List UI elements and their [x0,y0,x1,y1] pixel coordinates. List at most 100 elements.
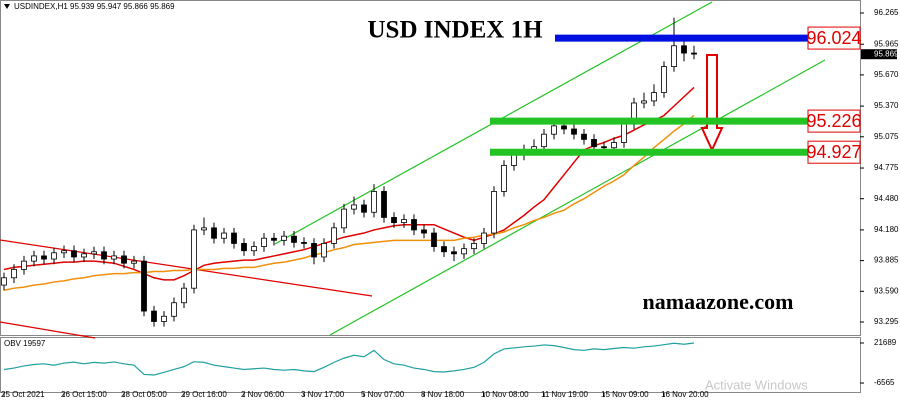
candle-body [331,227,337,244]
candle-body [131,260,137,264]
candle-body [101,251,107,260]
overlay-text: Activate Windows [705,377,808,392]
candle-body [651,92,657,102]
candle-body [161,315,167,322]
candle-body [671,45,677,67]
candle-body [371,191,377,213]
candle-body [151,310,157,322]
pane-label: OBV 19597 [4,339,46,348]
x-tick-label: 26 Oct 15:00 [61,390,107,399]
candle-body [471,243,477,250]
candle-body [111,255,117,260]
candle-body [311,243,317,258]
candle-body [51,252,57,260]
candle-body [81,253,87,258]
candle-body [91,251,97,255]
candle-body [461,248,467,255]
down-arrow [700,54,724,153]
last-price-box [861,49,897,60]
y-tick-label: 95.075 [874,132,899,141]
candle-body [421,229,427,234]
candle-body [211,227,217,239]
candle-body [611,142,617,149]
y-tick-label: 95.670 [874,70,899,79]
y-tick-label: 94.775 [874,163,899,172]
candle-body [641,100,647,104]
candle-body [231,232,237,244]
candle-body [201,227,207,231]
y-tick-label: 94.480 [874,194,899,203]
x-tick-label: 8 Nov 18:00 [421,390,465,399]
level-label: 94.927 [806,142,861,162]
y-tick-label: -6565 [874,378,895,387]
y-tick-label: 96.265 [874,8,899,17]
watermark: namaazone.com [643,289,794,314]
candle-body [291,235,297,243]
y-tick-label: 93.885 [874,256,899,265]
candle-body [551,125,557,135]
candle-body [601,146,607,149]
y-tick-label: 95.370 [874,101,899,110]
candle-body [401,219,407,224]
x-tick-label: 11 Nov 19:00 [541,390,589,399]
level-label-box [807,140,861,164]
candle-body [141,260,147,312]
obv-line [3,342,695,376]
candle-body [221,232,227,239]
candle-body [541,133,547,148]
x-tick-label: 3 Nov 17:00 [301,390,345,399]
candle-body [241,243,247,252]
y-tick-label: 93.590 [874,286,899,295]
x-tick-label: 16 Nov 20:00 [661,390,709,399]
candle-body [391,217,397,224]
dropdown-icon [4,4,10,9]
y-tick-label: 95.965 [874,39,899,48]
candle-body [591,139,597,148]
candle-body [661,66,667,93]
candle-body [191,229,197,289]
channel-lower [329,59,826,336]
candle-body [171,302,177,317]
x-tick-label: 29 Oct 16:00 [181,390,227,399]
candle-body [41,255,47,260]
last-price-label: 95.869 [874,49,899,58]
candle-body [431,232,437,247]
candle-body [271,237,277,241]
candle-body [581,133,587,140]
candle-body [71,250,77,258]
candle-body [621,123,627,143]
level-label: 96.024 [806,28,861,48]
candle-body [301,242,307,244]
x-tick-label: 2 Nov 06:00 [241,390,285,399]
candle-body [381,191,387,218]
candle-body [681,45,687,54]
candle-body [21,260,27,270]
candle-body [691,52,697,55]
x-tick-label: 15 Nov 09:00 [601,390,649,399]
candle-body [481,232,487,244]
candle-body [501,165,507,192]
moving-average [3,86,695,281]
x-tick-label: 10 Nov 08:00 [481,390,529,399]
candle-body [261,237,267,247]
candle-body [281,235,287,241]
level-label-box [807,26,861,50]
candle-body [571,128,577,135]
candle-body [411,219,417,231]
candle-body [251,246,257,252]
candle-body [441,246,447,253]
candle-body [31,255,37,262]
candle-body [61,250,67,254]
level-label-box [807,109,861,133]
candle-body [181,287,187,304]
candle-body [321,243,327,258]
x-tick-label: 25 Oct 2021 [1,390,45,399]
candle-body [491,191,497,234]
chart-title: USD INDEX 1H [367,17,543,44]
candle-body [511,154,517,166]
y-tick-label: 94.180 [874,225,899,234]
trend-line [0,321,96,339]
y-tick-label: 21689 [874,338,897,347]
